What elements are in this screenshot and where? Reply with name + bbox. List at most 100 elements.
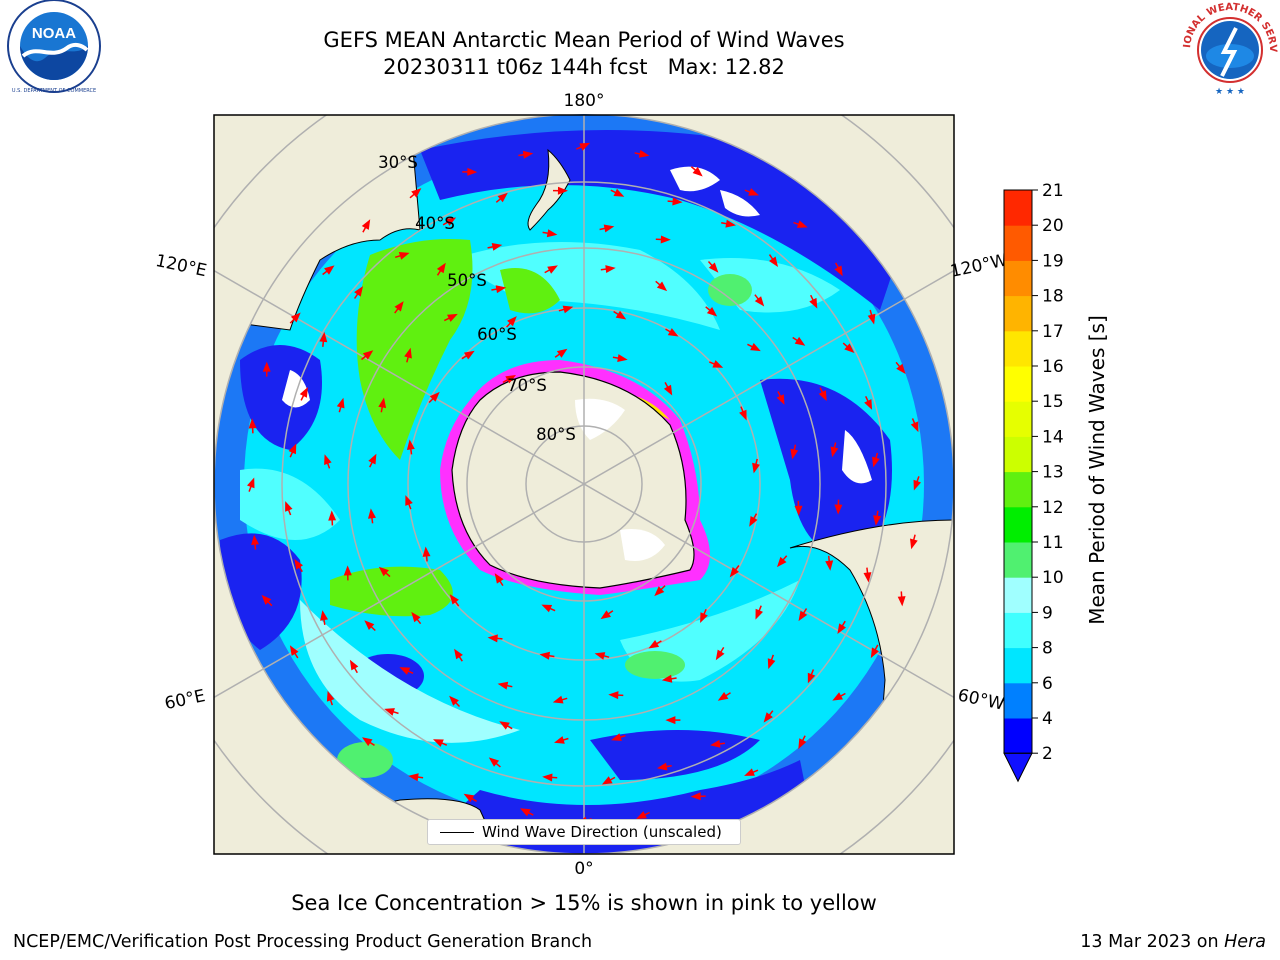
colorbar-cell <box>1004 577 1032 613</box>
wave-arrow-head <box>368 508 376 519</box>
wave-arrow-head <box>579 142 591 151</box>
wave-arrow-head <box>368 453 377 465</box>
wave-arrow-head <box>324 265 335 275</box>
wave-arrow-head <box>324 454 332 465</box>
colorbar-tick-label: 19 <box>1042 251 1064 271</box>
wave-arrow-head <box>408 773 419 782</box>
graticule <box>214 115 954 854</box>
wave-arrow-head <box>613 188 625 197</box>
wave-arrow-head <box>665 716 676 725</box>
chart-title: GEFS MEAN Antarctic Mean Period of Wind … <box>323 28 845 52</box>
colorbar-tick-label: 10 <box>1042 568 1064 588</box>
colorbar-tick-label: 16 <box>1042 357 1064 377</box>
chart-subtitle: 20230311 t06z 144h fcst Max: 12.82 <box>383 55 785 79</box>
wave-arrow-head <box>364 620 375 630</box>
colorbar-cell <box>1004 471 1032 508</box>
colorbar-tick-label: 13 <box>1042 463 1064 483</box>
wave-arrow-head <box>708 262 719 273</box>
wave-arrow-head <box>494 573 504 584</box>
wave-arrow-head <box>794 505 803 516</box>
wave-arrow-head <box>539 651 550 660</box>
wave-arrow-head <box>354 286 363 297</box>
wave-arrow-head <box>433 739 444 747</box>
wave-arrow-head <box>522 150 534 159</box>
wave-arrow-head <box>248 418 257 429</box>
wave-arrow-head <box>600 610 611 620</box>
wave-arrow-head <box>349 659 359 671</box>
wave-arrow-head <box>497 681 509 690</box>
footer-host: Hera <box>1224 932 1266 952</box>
wave-arrow-head <box>594 652 606 660</box>
svg-text:★ ★ ★: ★ ★ ★ <box>1215 87 1245 97</box>
lat-label-40s: 40°S <box>415 214 455 233</box>
wave-arrow-head <box>794 336 806 346</box>
wave-arrow-head <box>507 316 517 327</box>
colorbar-tick-label: 6 <box>1042 674 1053 694</box>
wave-arrow-head <box>326 690 335 702</box>
wave-arrow-head <box>739 409 747 421</box>
wave-arrow-head <box>749 516 758 527</box>
wave-arrow-head <box>495 285 507 294</box>
wave-arrow-head <box>499 721 510 730</box>
colorbar-cell <box>1004 506 1032 543</box>
wave-arrow-head <box>290 312 301 323</box>
wave-arrow-head <box>830 446 839 458</box>
wave-arrow-head <box>712 360 724 368</box>
wave-arrow-head <box>406 439 415 450</box>
wave-arrow-head <box>660 235 671 244</box>
wave-arrow-head <box>336 397 345 409</box>
wave-arrow-head <box>672 197 683 206</box>
wave-arrow-head <box>447 313 458 322</box>
colorbar-cell <box>1004 718 1032 754</box>
wave-arrow-head <box>638 149 650 158</box>
wave-arrow-head <box>834 265 843 277</box>
nws-logo: NATIONAL WEATHER SERVICE ★ ★ ★ <box>1180 0 1278 98</box>
colorbar-tick-label: 15 <box>1042 392 1064 412</box>
wave-arrow-head <box>715 649 725 661</box>
wave-arrow-head <box>617 354 628 362</box>
wave-arrow-head <box>913 479 921 491</box>
map-legend: Wind Wave Direction (unscaled) <box>427 819 741 845</box>
wave-arrow-head <box>262 361 271 372</box>
colorbar: 2 4 6 8 9 10 11 12 13 14 15 16 17 18 19 20 21 <box>1003 181 1064 783</box>
wave-arrow-head <box>288 443 297 455</box>
wave-arrow-head <box>754 296 765 307</box>
colorbar-tick-label: 8 <box>1042 639 1053 659</box>
wave-arrow-head <box>667 328 679 337</box>
legend-line-swatch <box>440 831 474 833</box>
wave-arrow-head <box>378 397 387 409</box>
svg-text:U.S. DEPARTMENT OF COMMERCE: U.S. DEPARTMENT OF COMMERCE <box>12 88 96 94</box>
wave-arrow-head <box>763 712 773 723</box>
wave-arrow-head <box>832 692 843 701</box>
wave-arrow-head <box>725 219 736 228</box>
wave-arrow-head <box>247 477 255 489</box>
wave-arrow-head <box>863 572 872 583</box>
colorbar-cell <box>1004 330 1032 367</box>
wave-arrow-head <box>729 567 739 578</box>
wave-arrow-head <box>690 792 701 801</box>
wave-arrow-head <box>692 166 703 177</box>
wave-arrow-head <box>299 387 308 398</box>
wave-arrow-head <box>798 610 808 622</box>
wave-arrow-head <box>710 739 721 748</box>
wave-arrow-head <box>411 188 422 198</box>
wave-arrow-head <box>328 510 337 521</box>
wave-arrow-head <box>717 692 729 701</box>
wave-arrow-head <box>445 217 457 226</box>
wave-arrow-head <box>361 219 371 230</box>
colorbar-cell <box>1004 260 1032 297</box>
lat-label-30s: 30°S <box>378 153 418 172</box>
wave-arrow-head <box>870 647 879 659</box>
wave-arrow-head <box>605 265 616 273</box>
map-frame <box>213 114 955 855</box>
wave-arrow-head <box>818 390 827 402</box>
wave-arrow-head <box>429 391 440 402</box>
wave-arrow-head <box>405 495 413 506</box>
wave-arrow-head <box>611 733 622 741</box>
wave-arrow-head <box>449 695 459 706</box>
wave-arrow-head <box>603 224 615 233</box>
wave-arrow-head <box>520 808 531 817</box>
colorbar-cell <box>1004 436 1032 473</box>
colorbar-cell <box>1004 612 1032 649</box>
